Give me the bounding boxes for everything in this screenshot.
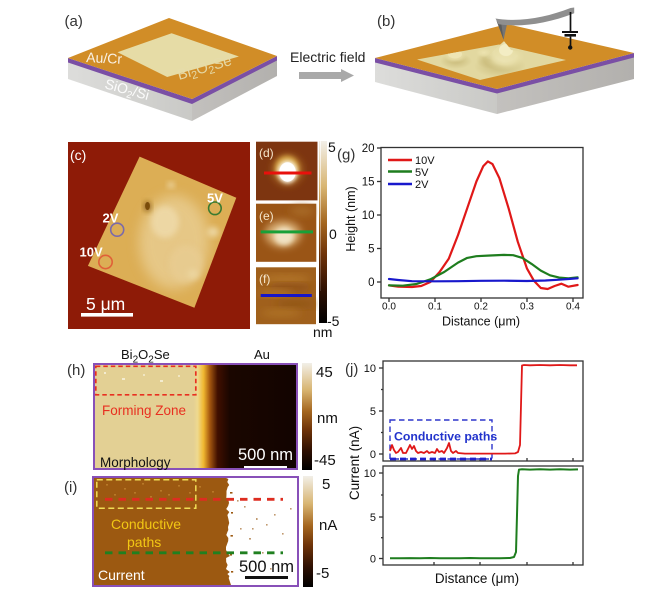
svg-text:0.3: 0.3 — [520, 302, 534, 313]
svg-text:0: 0 — [370, 554, 376, 566]
svg-text:10: 10 — [362, 210, 375, 222]
svg-text:Height (nm): Height (nm) — [344, 186, 358, 251]
svg-text:10: 10 — [364, 468, 376, 480]
svg-text:Conductive paths: Conductive paths — [394, 430, 497, 444]
svg-text:5 μm: 5 μm — [86, 294, 125, 314]
svg-text:(f): (f) — [259, 272, 270, 286]
svg-text:5: 5 — [368, 244, 374, 256]
svg-text:(g): (g) — [337, 147, 355, 164]
svg-text:(j): (j) — [345, 361, 358, 378]
svg-text:0.2: 0.2 — [474, 302, 488, 313]
svg-text:2V: 2V — [103, 211, 119, 226]
svg-text:5V: 5V — [415, 167, 429, 179]
svg-text:0: 0 — [368, 277, 374, 289]
svg-text:5V: 5V — [207, 191, 223, 206]
svg-text:10V: 10V — [80, 245, 103, 260]
svg-text:(d): (d) — [259, 146, 274, 160]
svg-text:(a): (a) — [65, 13, 83, 30]
svg-text:(c): (c) — [70, 147, 86, 163]
svg-text:20: 20 — [362, 143, 375, 155]
svg-text:0.1: 0.1 — [428, 302, 442, 313]
svg-text:Distance (μm): Distance (μm) — [435, 571, 519, 586]
svg-text:0.0: 0.0 — [382, 302, 396, 313]
svg-text:Current (nA): Current (nA) — [347, 426, 362, 500]
svg-text:10: 10 — [364, 363, 376, 375]
svg-text:10V: 10V — [415, 155, 435, 167]
svg-text:Distance (μm): Distance (μm) — [442, 315, 520, 329]
svg-text:Electric field: Electric field — [290, 49, 365, 65]
svg-text:5: 5 — [370, 512, 376, 524]
svg-text:(b): (b) — [377, 13, 395, 30]
svg-text:0: 0 — [370, 449, 376, 461]
svg-text:Au/Cr: Au/Cr — [86, 49, 123, 67]
svg-text:5: 5 — [370, 406, 376, 418]
svg-text:(e): (e) — [259, 209, 274, 223]
svg-text:2V: 2V — [415, 179, 429, 191]
svg-text:0.4: 0.4 — [566, 302, 580, 313]
svg-text:15: 15 — [362, 177, 375, 189]
